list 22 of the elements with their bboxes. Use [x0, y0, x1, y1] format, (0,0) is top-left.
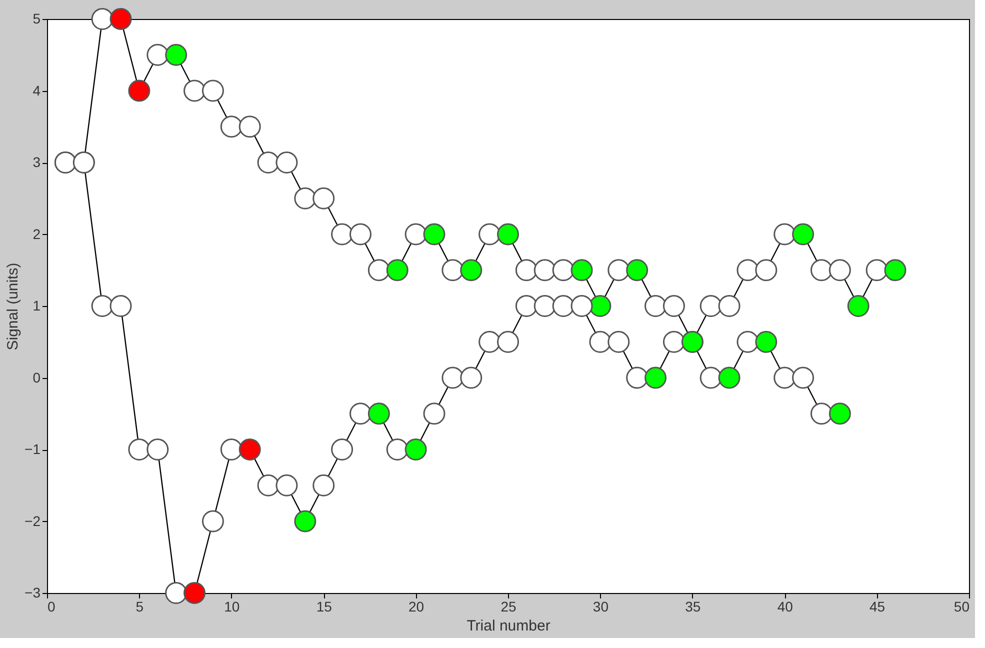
x-axis-title: Trial number — [466, 618, 550, 634]
y-tick-label: 5 — [32, 10, 41, 26]
y-axis-title: Signal (units) — [4, 262, 22, 350]
y-tick-label: 4 — [32, 82, 41, 98]
x-tick-label: 15 — [316, 598, 332, 614]
x-tick-label: 20 — [408, 598, 424, 614]
x-tick-label: 10 — [224, 598, 240, 614]
y-tick-label: −2 — [24, 512, 41, 529]
x-tick-label: 40 — [777, 598, 794, 614]
x-tick-label: 35 — [685, 598, 701, 614]
x-tick-label: 50 — [954, 598, 970, 614]
y-tick-label: 2 — [32, 226, 41, 242]
x-tick-label: 5 — [136, 598, 144, 614]
y-tick-label: −1 — [24, 441, 41, 457]
y-tick-label: 3 — [32, 154, 41, 170]
x-tick-label: 0 — [48, 598, 56, 614]
y-tick-label: 0 — [32, 369, 41, 386]
x-tick-label: 45 — [870, 598, 886, 614]
x-tick-label: 25 — [500, 598, 516, 614]
y-tick-label: 1 — [32, 298, 41, 314]
y-tick-label: −3 — [24, 584, 41, 600]
x-tick-label: 30 — [592, 598, 609, 614]
